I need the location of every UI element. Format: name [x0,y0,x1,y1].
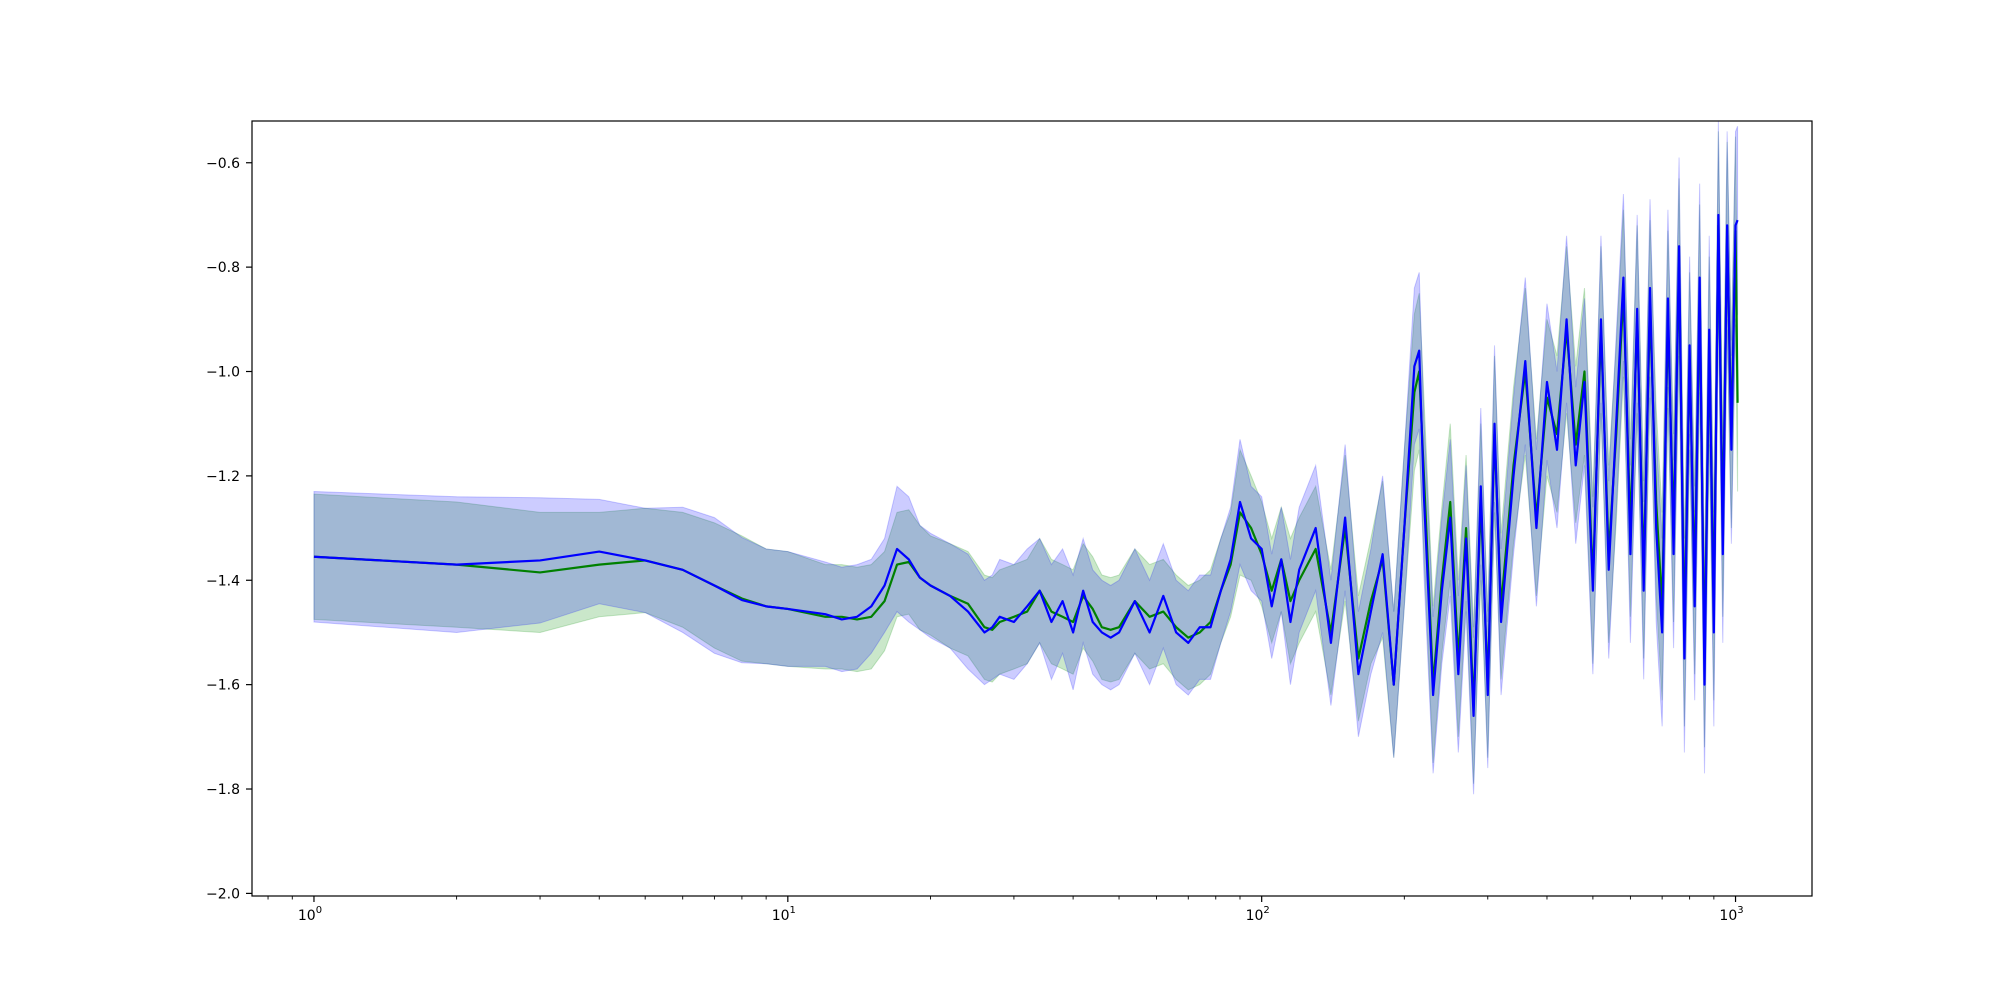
y-tick-label: −1.0 [206,365,240,381]
y-tick-label: −0.6 [206,156,240,172]
x-tick-label: 103 [1719,905,1743,924]
y-tick-label: −2.0 [206,886,240,902]
y-axis: −0.6 −0.8 −1.0 −1.2 −1.4 −1.6 −1.8 −2.0 [206,156,252,902]
series-1-line [313,213,1739,718]
plot-frame [251,120,1813,897]
x-axis: 100 101 102 103 [267,896,1744,924]
y-tick-label: −0.8 [206,260,240,276]
series-0-band [313,131,1739,784]
x-tick-label: 101 [772,905,796,924]
x-tick-label: 102 [1246,905,1270,924]
y-tick-label: −1.4 [206,573,240,589]
series-lines [313,213,1739,718]
x-tick-label: 100 [298,905,322,924]
y-tick-label: −1.6 [206,678,240,694]
y-tick-label: −1.2 [206,469,240,485]
y-tick-label: −1.8 [206,782,240,798]
